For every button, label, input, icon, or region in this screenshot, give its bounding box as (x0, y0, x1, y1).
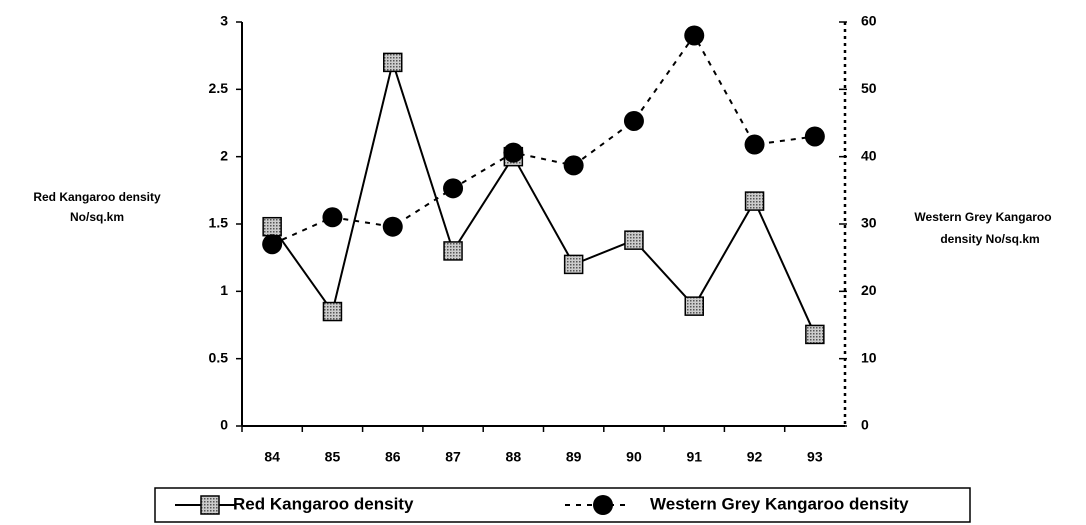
x-tick-label: 84 (264, 449, 280, 465)
x-tick-label: 91 (686, 449, 702, 465)
point (804, 126, 825, 147)
x-tick-label: 88 (506, 449, 522, 465)
y-tick-label: 2 (220, 147, 228, 163)
x-tick-label: 86 (385, 449, 401, 465)
point (503, 142, 524, 163)
point (563, 254, 584, 275)
legend-marker (200, 495, 220, 515)
y2-tick-label: 40 (861, 147, 877, 163)
y2-tick-label: 50 (861, 80, 877, 96)
point (262, 234, 283, 255)
x-tick-label: 87 (445, 449, 461, 465)
point (443, 178, 464, 199)
y2-tick-label: 10 (861, 349, 877, 365)
legend-label: Western Grey Kangaroo density (650, 494, 909, 513)
point (624, 230, 644, 250)
legend-box (154, 487, 971, 523)
y2-tick-label: 60 (861, 13, 877, 29)
point (322, 301, 343, 322)
x-tick-label: 89 (566, 449, 582, 465)
y-axis-label: No/sq.km (70, 210, 124, 224)
series-line (271, 33, 815, 246)
x-tick-label: 90 (626, 449, 642, 465)
point (383, 52, 403, 73)
point (262, 216, 282, 237)
y-tick-label: 3 (220, 13, 228, 29)
legend-label: Red Kangaroo density (233, 494, 414, 513)
y2-axis-label: Western Grey Kangaroo (914, 210, 1051, 224)
y-tick-label: 0.5 (209, 349, 229, 365)
y-axis-label: Red Kangaroo density (33, 190, 161, 204)
y-tick-label: 1 (220, 282, 228, 298)
y-tick-label: 0 (220, 417, 228, 433)
point (563, 155, 584, 176)
y2-tick-label: 20 (861, 282, 877, 298)
point (623, 110, 644, 131)
y2-tick-label: 0 (861, 417, 869, 433)
y2-tick-label: 30 (861, 215, 877, 231)
x-tick-label: 92 (747, 449, 763, 465)
legend-marker (593, 495, 613, 515)
point (684, 296, 704, 316)
point (443, 241, 463, 261)
series-line (271, 58, 816, 335)
point (322, 207, 343, 228)
y2-axis-label: density No/sq.km (940, 232, 1039, 246)
point (382, 216, 403, 237)
point (684, 25, 705, 46)
x-tick-label: 93 (807, 449, 823, 465)
point (805, 324, 825, 345)
point (744, 134, 765, 155)
y-tick-label: 1.5 (209, 215, 229, 231)
x-tick-label: 85 (325, 449, 341, 465)
point (744, 191, 765, 211)
y-tick-label: 2.5 (209, 80, 229, 96)
